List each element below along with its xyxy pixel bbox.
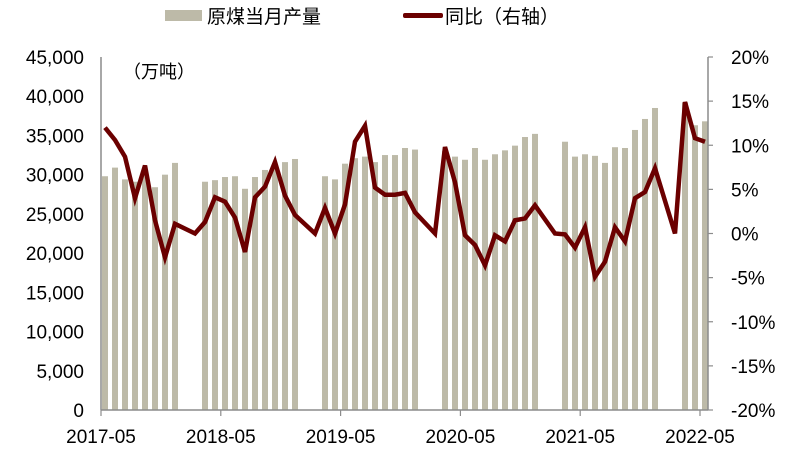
bar xyxy=(572,156,578,410)
left-tick-label: 10,000 xyxy=(26,323,84,344)
bar xyxy=(502,150,508,411)
bar xyxy=(292,158,298,410)
bar xyxy=(402,147,408,411)
bar xyxy=(102,176,108,410)
bar xyxy=(162,174,168,410)
bar xyxy=(362,156,368,410)
yoy-line xyxy=(103,101,706,283)
bar xyxy=(392,155,398,410)
bar xyxy=(412,149,418,410)
right-tick-label: -5% xyxy=(731,269,765,290)
bar xyxy=(322,176,328,410)
bar xyxy=(232,176,238,410)
left-tick-label: 5,000 xyxy=(36,362,84,383)
right-tick-label: 15% xyxy=(731,92,769,113)
bar xyxy=(612,147,618,410)
bar xyxy=(472,147,478,411)
bar xyxy=(222,177,228,410)
bar xyxy=(442,151,448,410)
left-tick-label: 25,000 xyxy=(26,205,84,226)
x-tick-label: 2022-05 xyxy=(665,427,735,448)
bar xyxy=(632,129,638,410)
left-tick-label: 0 xyxy=(73,401,84,422)
bar xyxy=(352,158,358,410)
bar xyxy=(642,118,648,411)
bar xyxy=(372,162,378,410)
bar xyxy=(692,125,698,410)
bar xyxy=(252,177,258,410)
left-tick-label: 35,000 xyxy=(26,126,84,147)
bar xyxy=(152,187,158,410)
x-tick-label: 2021-05 xyxy=(545,427,615,448)
bar xyxy=(602,162,608,410)
right-tick-label: -15% xyxy=(731,357,775,378)
x-tick-label: 2019-05 xyxy=(306,427,376,448)
legend-line-label: 同比（右轴） xyxy=(445,5,560,28)
legend-line-swatch xyxy=(403,12,443,18)
bar xyxy=(492,154,498,410)
bar xyxy=(592,155,598,410)
legend-bar-label: 原煤当月产量 xyxy=(207,5,322,28)
bar xyxy=(452,156,458,410)
bar xyxy=(532,133,538,410)
bar xyxy=(132,181,138,410)
bar xyxy=(582,154,588,410)
right-tick-label: -10% xyxy=(731,313,775,334)
bar xyxy=(622,147,628,411)
bar-series xyxy=(102,102,708,411)
legend-bar-swatch xyxy=(165,9,202,21)
bar xyxy=(142,174,148,410)
bar xyxy=(702,121,708,410)
axes: 0 5,000 10,000 15,000 20,000 25,000 30,000 35,0… xyxy=(26,48,776,448)
bar xyxy=(482,159,488,410)
left-tick-label: 45,000 xyxy=(26,48,84,69)
left-tick-label: 40,000 xyxy=(26,87,84,108)
right-tick-label: 0% xyxy=(731,225,759,246)
bar xyxy=(342,163,348,410)
bar xyxy=(262,169,268,410)
bar xyxy=(242,188,248,410)
x-tick-label: 2020-05 xyxy=(426,427,496,448)
unit-label: （万吨） xyxy=(123,62,195,83)
bar xyxy=(272,165,278,410)
bar xyxy=(122,179,128,410)
line-series xyxy=(103,101,706,283)
bar xyxy=(212,180,218,410)
right-tick-label: 20% xyxy=(731,48,769,69)
left-tick-label: 20,000 xyxy=(26,244,84,265)
bar xyxy=(562,141,568,410)
x-tick-label: 2018-05 xyxy=(186,427,256,448)
bar xyxy=(682,102,688,411)
x-tick-label: 2017-05 xyxy=(66,427,136,448)
bar xyxy=(332,179,338,410)
legend-bar: 原煤当月产量 xyxy=(165,2,321,28)
bar xyxy=(512,145,518,411)
legend-line: 同比（右轴） xyxy=(403,2,559,28)
left-tick-label: 30,000 xyxy=(26,166,84,187)
bar xyxy=(112,167,118,410)
bar xyxy=(462,159,468,410)
bar xyxy=(382,155,388,410)
left-tick-label: 15,000 xyxy=(26,283,84,304)
bar xyxy=(282,162,288,410)
right-tick-label: 5% xyxy=(731,180,759,201)
right-tick-label: -20% xyxy=(731,401,775,422)
bar xyxy=(652,107,658,410)
right-tick-label: 10% xyxy=(731,136,769,157)
bar xyxy=(202,181,208,410)
bar xyxy=(172,162,178,410)
bar xyxy=(522,137,528,410)
